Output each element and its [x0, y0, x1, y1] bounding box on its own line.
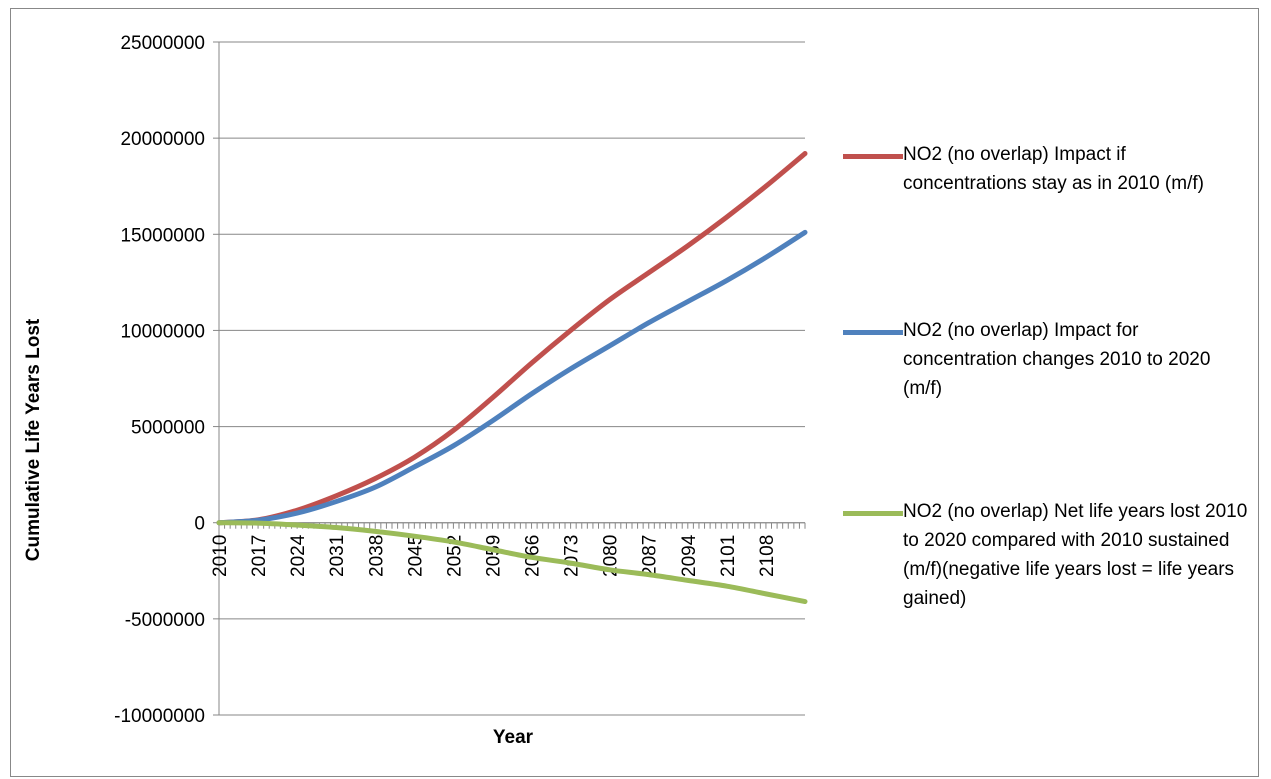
legend-swatch-blue: [843, 330, 903, 335]
y-tick-label: 20000000: [120, 129, 205, 150]
y-tick-label: -5000000: [125, 610, 205, 631]
x-tick-label: 2080: [601, 535, 622, 577]
series-line-0: [216, 151, 808, 526]
y-tick-label: 5000000: [131, 418, 205, 439]
x-axis-title: Year: [493, 727, 534, 748]
axes: [218, 42, 805, 715]
y-tick-label: 0: [194, 514, 205, 535]
x-tick-label: 2038: [366, 535, 387, 577]
x-tick-label: 2108: [757, 535, 778, 577]
x-tick-label: 2059: [483, 535, 504, 577]
legend-label: NO2 (no overlap) Impact if concentration…: [903, 144, 1204, 194]
y-tick-label: 25000000: [120, 33, 205, 54]
legend-label: NO2 (no overlap) Impact for concentratio…: [903, 320, 1211, 399]
y-tick-label: -10000000: [114, 706, 205, 727]
series-line-2: [216, 520, 808, 605]
legend-label: NO2 (no overlap) Net life years lost 201…: [903, 501, 1248, 609]
series-line-1: [216, 229, 808, 526]
series-lines: [216, 151, 808, 605]
x-tick-label: 2094: [679, 534, 700, 577]
y-axis-title: Cumulative Life Years Lost: [23, 318, 44, 561]
legend-swatch-green: [843, 511, 903, 516]
x-tick-label: 2073: [562, 535, 583, 577]
legend-swatch-red: [843, 154, 903, 159]
x-tick-label: 2031: [327, 535, 348, 577]
chart-frame: [10, 8, 1259, 777]
x-tick-label: 2024: [288, 534, 309, 577]
y-tick-label: 10000000: [120, 321, 205, 342]
y-tick-label: 15000000: [120, 225, 205, 246]
x-tick-label: 2045: [405, 535, 426, 577]
y-axis-ticks: 25000000 20000000 15000000 10000000 5000000 0…: [114, 33, 219, 727]
x-tick-label: 2010: [210, 535, 231, 577]
x-axis-ticks: 2010 2017 2024 2031 2038 2045 2052 2059 2066 2073…: [210, 522, 806, 577]
x-tick-label: 2017: [249, 535, 270, 577]
x-tick-label: 2101: [718, 535, 739, 577]
x-tick-label: 2087: [640, 535, 661, 577]
